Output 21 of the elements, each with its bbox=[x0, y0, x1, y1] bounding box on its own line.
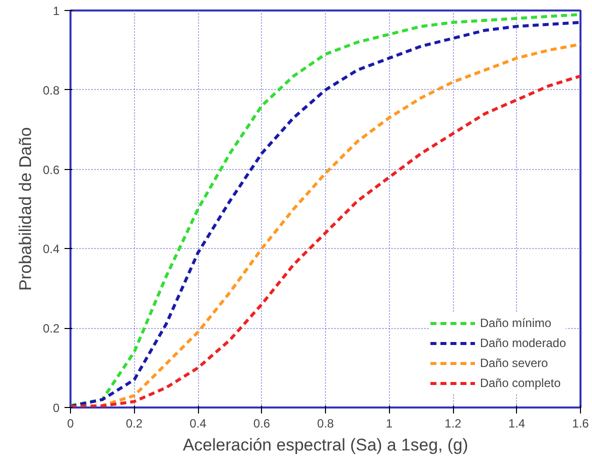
x-tick-label: 0.2 bbox=[126, 416, 143, 430]
y-tick-label: 1 bbox=[52, 4, 60, 18]
x-axis-title: Aceleración espectral (Sa) a 1seg, (g) bbox=[182, 436, 468, 454]
y-tick-label: 0.6 bbox=[42, 162, 60, 177]
x-tick-label: 0 bbox=[67, 416, 74, 430]
legend-label: Daño moderado bbox=[480, 336, 566, 350]
x-tick-label: 1.2 bbox=[444, 416, 462, 430]
legend-label: Daño mínimo bbox=[480, 316, 552, 330]
x-tick-label: 0.4 bbox=[190, 416, 207, 430]
legend-label: Daño severo bbox=[480, 356, 548, 370]
y-axis-title: Probabilidad de Daño bbox=[16, 127, 35, 291]
x-tick-label: 1 bbox=[386, 416, 393, 430]
x-tick-label: 1.6 bbox=[572, 416, 590, 430]
x-tick-label: 0.8 bbox=[317, 416, 334, 430]
y-tick-label: 0.2 bbox=[42, 322, 60, 336]
y-tick-label: 0.8 bbox=[42, 83, 60, 98]
y-tick-label: 0 bbox=[52, 401, 60, 415]
x-tick-label: 1.4 bbox=[508, 416, 526, 430]
legend-label: Daño completo bbox=[480, 376, 561, 390]
x-tick-label: 0.6 bbox=[253, 416, 270, 430]
y-tick-label: 0.4 bbox=[42, 242, 60, 256]
